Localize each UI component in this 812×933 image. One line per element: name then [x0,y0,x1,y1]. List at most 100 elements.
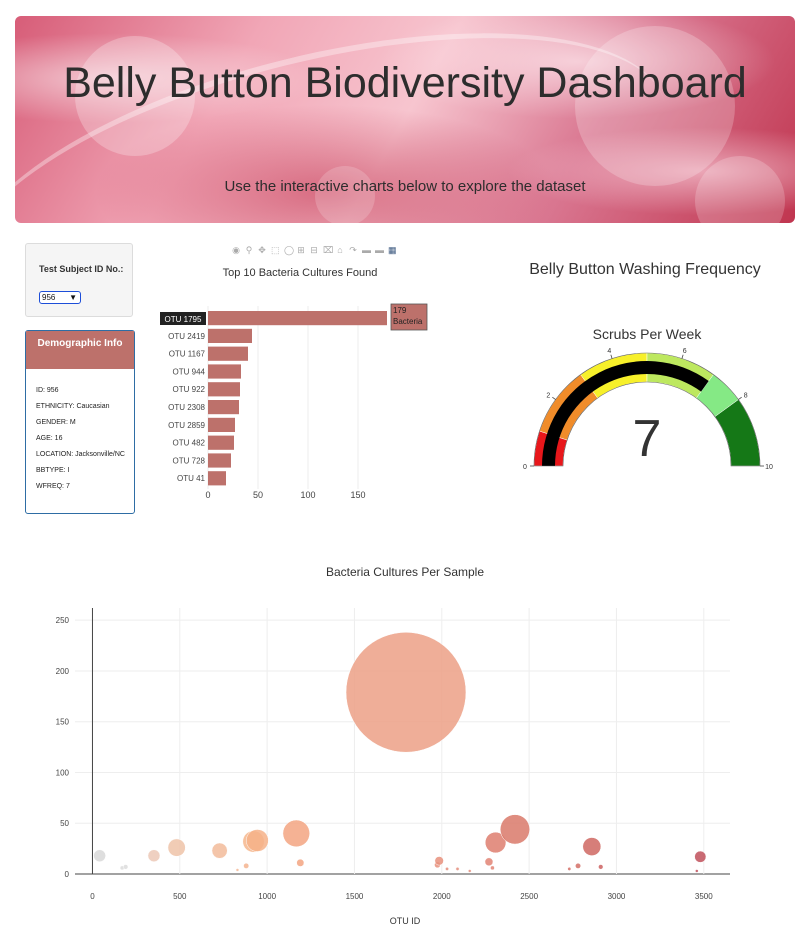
bubble-x-tick-label: 1000 [258,892,276,901]
demo-ethnicity: ETHNICITY: Caucasian [36,403,110,410]
gauge-value: 7 [633,410,662,468]
top10-bar-chart: Top 10 Bacteria Cultures Found 0 50 100 150 O… [160,267,428,500]
gauge-tick [610,354,613,359]
bubble-point [211,842,228,859]
bar-x-tick-label: 50 [253,490,263,500]
bubble-point [235,868,240,872]
bubble-chart: Bacteria Cultures Per Sample 0 50 100 150 200… [56,565,730,926]
demo-id: ID: 956 [36,387,59,394]
demo-bbtype: BBTYPE: I [36,467,70,474]
demographic-panel-heading: Demographic Info [26,331,134,369]
subject-selector-well: Test Subject ID No.: 956 ▼ [25,243,133,317]
camera-icon[interactable]: ◉ [232,245,243,255]
hover-compare-icon[interactable]: ▬ [375,245,387,255]
bubble-x-tick-label: 0 [90,892,95,901]
pan-icon[interactable]: ✥ [258,245,269,255]
bubble-y-tick-label: 150 [56,718,70,727]
bubble-point [490,865,495,871]
bar-y-tick-label: OTU 944 [173,367,206,376]
spike-icon[interactable]: ↷ [349,245,360,255]
bar-mark [208,311,387,326]
hover-closest-icon[interactable]: ▬ [362,245,374,255]
bar-chart-title: Top 10 Bacteria Cultures Found [223,267,378,279]
bubble-y-tick-label: 50 [60,819,69,828]
demo-age: AGE: 16 [36,435,63,442]
bubble-y-tick-label: 200 [56,667,70,676]
autoscale-icon[interactable]: ⌧ [323,245,337,255]
bubble-point [695,869,699,873]
bubble-point [345,632,467,753]
bubble-point [93,849,106,863]
lasso-icon[interactable]: ◯ [284,245,298,255]
gauge-tick-label: 6 [683,348,687,355]
bubble-x-tick-label: 500 [173,892,187,901]
gauge-panel-title: Belly Button Washing Frequency [529,261,761,278]
zoom-out-icon[interactable]: ⊟ [310,245,321,255]
bar-mark [208,364,241,379]
bubble-point [445,866,449,871]
bubble-x-tick-label: 2000 [433,892,451,901]
gauge-value-bar [542,361,709,466]
bar-y-tick-label: OTU 2308 [168,403,205,412]
zoom-icon[interactable]: ⚲ [245,245,256,255]
bubble-x-tick-label: 2500 [520,892,538,901]
bar-y-tick-label: OTU 922 [173,385,206,394]
bar-mark [208,400,239,415]
bar-mark [208,435,234,450]
header-banner: Belly Button Biodiversity Dashboard Use … [15,16,795,223]
bubble-point [243,862,250,869]
bubble-point [567,866,572,871]
gauge-tick-label: 10 [765,464,773,471]
gauge-tick-label: 4 [607,348,611,355]
bubble-point [296,858,305,867]
bar-mark [208,346,248,361]
banner-bokeh [695,156,785,223]
banner-bokeh [75,36,195,156]
bar-mark [208,328,252,343]
bubble-point [499,814,530,845]
gauge-tick-label: 0 [523,464,527,471]
gauge-tick-label: 2 [546,392,550,399]
bubble-point [582,837,602,856]
bar-tooltip-value: 179 [393,306,407,315]
bubble-point [575,862,581,869]
bar-mark [208,453,231,468]
bubble-point [123,864,129,870]
bubble-point [246,829,269,852]
bubble-point [434,856,444,866]
bar-tooltip-label: Bacteria [393,317,423,326]
subject-selector-label: Test Subject ID No.: [39,264,124,274]
banner-bokeh [575,26,735,186]
plotly-logo-icon[interactable]: ▦ [388,245,400,255]
bar-x-tick-label: 100 [300,490,315,500]
bar-tooltip-box [390,303,428,331]
bar-x-tick-label: 0 [205,490,210,500]
bar-x-tick-label: 150 [350,490,365,500]
gauge-outline [533,352,761,467]
bar-y-tick-label: OTU 1167 [169,350,206,359]
gauge-tick [681,354,684,359]
bubble-point [598,864,604,870]
page-title: Belly Button Biodiversity Dashboard [63,59,747,107]
zoom-in-icon[interactable]: ⊞ [297,245,308,255]
bubble-x-tick-label: 3000 [608,892,626,901]
bubble-x-tick-label: 3500 [695,892,713,901]
bar-mark [208,417,235,432]
washing-frequency-gauge: Scrubs Per Week 0 2 4 6 8 10 7 [523,326,773,471]
bar-mark [208,382,240,397]
gauge-tick-label: 8 [744,392,748,399]
subject-id-value: 956 [42,293,56,302]
box-select-icon[interactable]: ⬚ [271,245,283,255]
bubble-chart-title: Bacteria Cultures Per Sample [326,565,484,579]
bar-y-tick-label: OTU 2419 [168,332,205,341]
demographic-info-list: ID: 956 ETHNICITY: Caucasian GENDER: M A… [36,386,131,498]
subject-id-select[interactable]: 956 ▼ [39,291,81,304]
bubble-point [694,850,707,863]
page-subtitle: Use the interactive charts below to expl… [224,178,586,195]
home-icon[interactable]: ⌂ [337,245,346,255]
bubble-point [282,819,310,848]
demo-location: LOCATION: Jacksonville/NC [36,451,125,458]
banner-bokeh [315,166,375,223]
bar-y-tick-label: OTU 2859 [168,421,205,430]
bubble-point [147,849,161,863]
